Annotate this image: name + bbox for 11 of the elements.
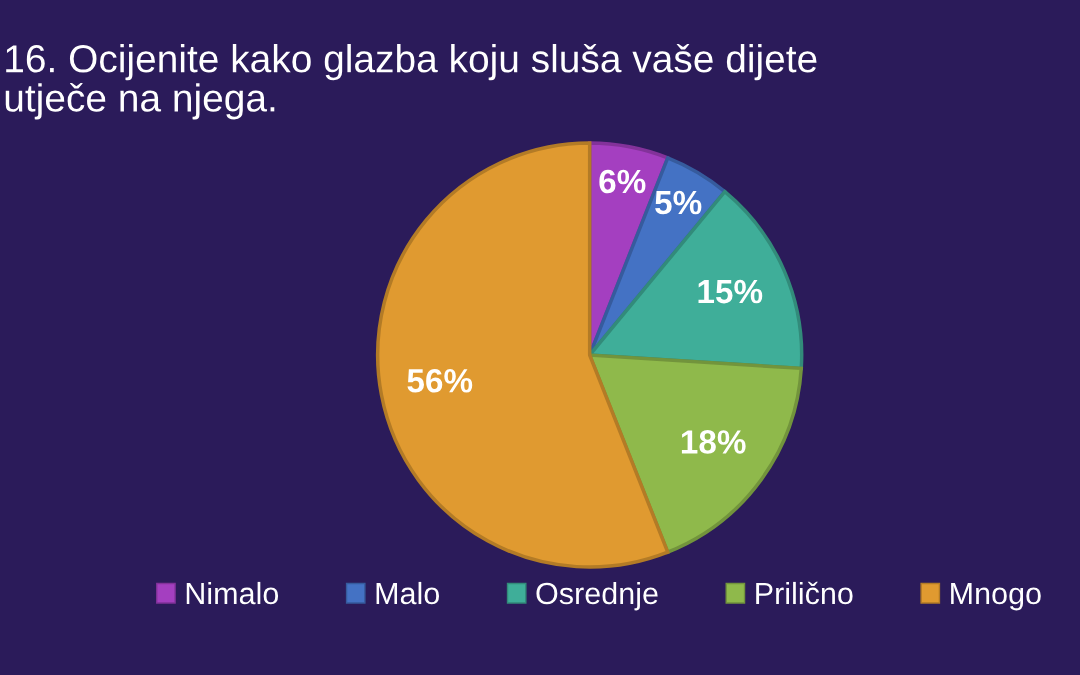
legend-label: Osrednje bbox=[536, 581, 658, 611]
data-label: 56% bbox=[407, 369, 473, 393]
data-label: 6% bbox=[599, 169, 646, 194]
data-label: 15% bbox=[698, 279, 763, 304]
legend-label: Nimalo bbox=[186, 581, 279, 605]
chart-title: 16. Ocijenite kako glazba koju sluša vaše dijete utječe na njega. bbox=[5, 43, 817, 120]
legend-label: Mnogo bbox=[951, 583, 1041, 611]
legend-label: Malo bbox=[376, 581, 440, 605]
legend-label: Prilično bbox=[756, 581, 853, 605]
data-label: 5% bbox=[655, 190, 702, 215]
data-label: 18% bbox=[681, 430, 746, 454]
